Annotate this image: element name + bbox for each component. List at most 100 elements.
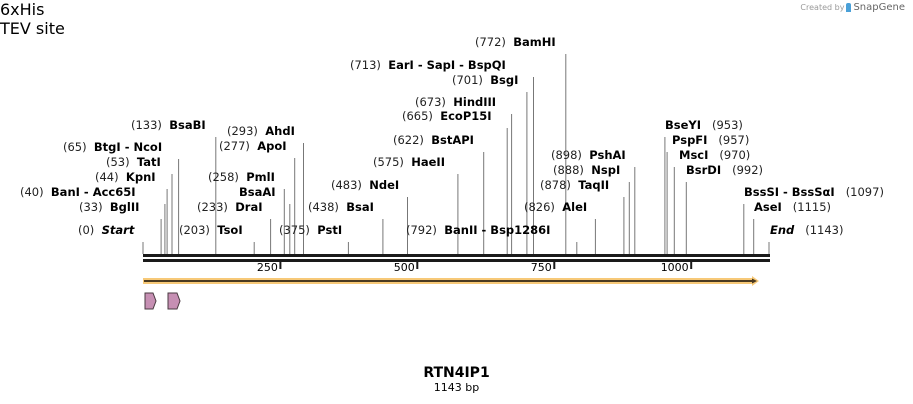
restriction-site-label[interactable]: AseI (1115) <box>754 200 831 214</box>
ruler-tick-label: 750 <box>531 261 552 274</box>
restriction-site-label[interactable]: (438) BsaI <box>308 200 374 214</box>
site-name: BsaBI <box>169 118 206 132</box>
restriction-site-label[interactable]: PspFI (957) <box>672 133 749 147</box>
site-name: NdeI <box>369 178 400 192</box>
orf-arrow-icon[interactable] <box>144 278 757 284</box>
site-name: BglII <box>109 200 140 214</box>
site-name: KpnI <box>125 170 156 184</box>
site-name: AseI <box>754 200 782 214</box>
site-name: BsaI <box>346 200 374 214</box>
site-position: (375) <box>279 223 310 237</box>
restriction-site-label[interactable]: (483) NdeI <box>331 178 399 192</box>
restriction-site-label[interactable]: (40) BanI - Acc65I <box>20 185 136 199</box>
site-position: (33) <box>79 200 103 214</box>
restriction-site-label[interactable]: (622) BstAPI <box>393 133 474 147</box>
site-name: TatI <box>136 155 161 169</box>
feature-arrow-icon[interactable] <box>144 292 157 310</box>
site-name: PshAI <box>589 148 626 162</box>
restriction-site-label[interactable]: BssSI - BssSαI (1097) <box>744 185 884 199</box>
credit-brand: SnapGene <box>853 2 905 13</box>
restriction-site-label[interactable]: (375) PstI <box>279 223 342 237</box>
feature-arrows <box>144 292 181 310</box>
site-position: (65) <box>63 140 87 154</box>
backbone <box>143 254 770 262</box>
restriction-site-label[interactable]: (673) HindIII <box>415 95 496 109</box>
restriction-site-label[interactable]: (575) HaeII <box>373 155 445 169</box>
restriction-site-label[interactable]: (878) TaqII <box>540 178 609 192</box>
site-position: (53) <box>106 155 130 169</box>
site-position: (772) <box>475 35 506 49</box>
restriction-site-label[interactable]: MscI (970) <box>679 148 750 162</box>
site-name: BtgI - NcoI <box>93 140 163 154</box>
site-position: (0) <box>78 223 95 237</box>
site-name: BssSI - BssSαI <box>744 185 835 199</box>
ruler-ticks: 250 500 750 1000 <box>257 261 693 274</box>
site-position: (792) <box>406 223 437 237</box>
restriction-site-label[interactable]: (772) BamHI <box>475 35 556 49</box>
site-name: BseYI <box>665 118 702 132</box>
site-position: (701) <box>452 73 483 87</box>
site-position: (1143) <box>805 223 844 237</box>
restriction-site-label[interactable]: End (1143) <box>770 223 844 237</box>
feature-labels: 6xHis TEV site <box>0 0 913 38</box>
site-name: EarI - SapI - BspQI <box>388 58 506 72</box>
restriction-site-label[interactable]: BseYI (953) <box>665 118 743 132</box>
site-name: PstI <box>317 223 343 237</box>
feature-arrow-icon[interactable] <box>167 292 181 310</box>
ruler-tick <box>416 262 419 269</box>
site-position: (1115) <box>792 200 832 214</box>
site-position: (970) <box>719 148 751 162</box>
site-name: NspI <box>591 163 621 177</box>
site-position: (203) <box>179 223 210 237</box>
map-length: 1143 bp <box>433 381 480 394</box>
restriction-site-label[interactable]: (826) AleI <box>524 200 587 214</box>
site-position: (233) <box>197 200 228 214</box>
ruler-tick <box>279 262 282 269</box>
restriction-site-label[interactable]: (44) KpnI <box>95 170 156 184</box>
restriction-site-label[interactable]: (33) BglII <box>79 200 139 214</box>
site-position: (992) <box>732 163 764 177</box>
restriction-site-label[interactable]: (0) Start <box>78 223 134 237</box>
restriction-site-label[interactable]: (53) TatI <box>106 155 161 169</box>
site-name: AleI <box>562 200 588 214</box>
site-name: PmlI <box>246 170 275 184</box>
map-title: RTN4IP1 <box>423 365 490 381</box>
restriction-site-label[interactable]: (203) TsoI <box>179 223 243 237</box>
restriction-site-label[interactable]: (898) PshAI <box>551 148 626 162</box>
credit-prefix: Created by <box>800 3 845 12</box>
restriction-site-label[interactable]: (888) NspI <box>553 163 620 177</box>
site-name: HindIII <box>453 95 497 109</box>
site-position: (826) <box>524 200 555 214</box>
ruler-tick-label: 500 <box>394 261 415 274</box>
site-name: PspFI <box>672 133 708 147</box>
site-name: AhdI <box>265 124 295 138</box>
site-name: MscI <box>679 148 709 162</box>
site-name: BsgI <box>490 73 519 87</box>
site-name: BanI - Acc65I <box>50 185 136 199</box>
restriction-site-label[interactable]: (133) BsaBI <box>131 118 206 132</box>
site-name: DraI <box>235 200 263 214</box>
site-name: EcoP15I <box>440 109 492 123</box>
restriction-site-label[interactable]: (258) PmlI <box>208 170 275 184</box>
site-position: (888) <box>553 163 584 177</box>
site-position: (483) <box>331 178 362 192</box>
restriction-site-label[interactable]: (792) BanII - Bsp1286I <box>406 223 550 237</box>
restriction-site-label[interactable]: (665) EcoP15I <box>402 109 492 123</box>
ruler-tick <box>553 262 556 269</box>
restriction-site-label[interactable]: BsrDI (992) <box>686 163 763 177</box>
site-position: (277) <box>219 139 250 153</box>
site-position: (957) <box>718 133 750 147</box>
restriction-site-label[interactable]: (293) AhdI <box>227 124 295 138</box>
site-name: HaeII <box>411 155 445 169</box>
restriction-site-label[interactable]: (701) BsgI <box>452 73 518 87</box>
site-position: (258) <box>208 170 239 184</box>
restriction-site-label[interactable]: BsaAI <box>239 185 276 199</box>
site-name: Start <box>101 223 135 237</box>
restriction-site-label[interactable]: (233) DraI <box>197 200 263 214</box>
site-position: (665) <box>402 109 433 123</box>
restriction-site-label[interactable]: (65) BtgI - NcoI <box>63 140 162 154</box>
site-name: BstAPI <box>431 133 474 147</box>
restriction-site-label[interactable]: (277) ApoI <box>219 139 287 153</box>
site-name: BanII - Bsp1286I <box>444 223 551 237</box>
restriction-site-label[interactable]: (713) EarI - SapI - BspQI <box>350 58 506 72</box>
